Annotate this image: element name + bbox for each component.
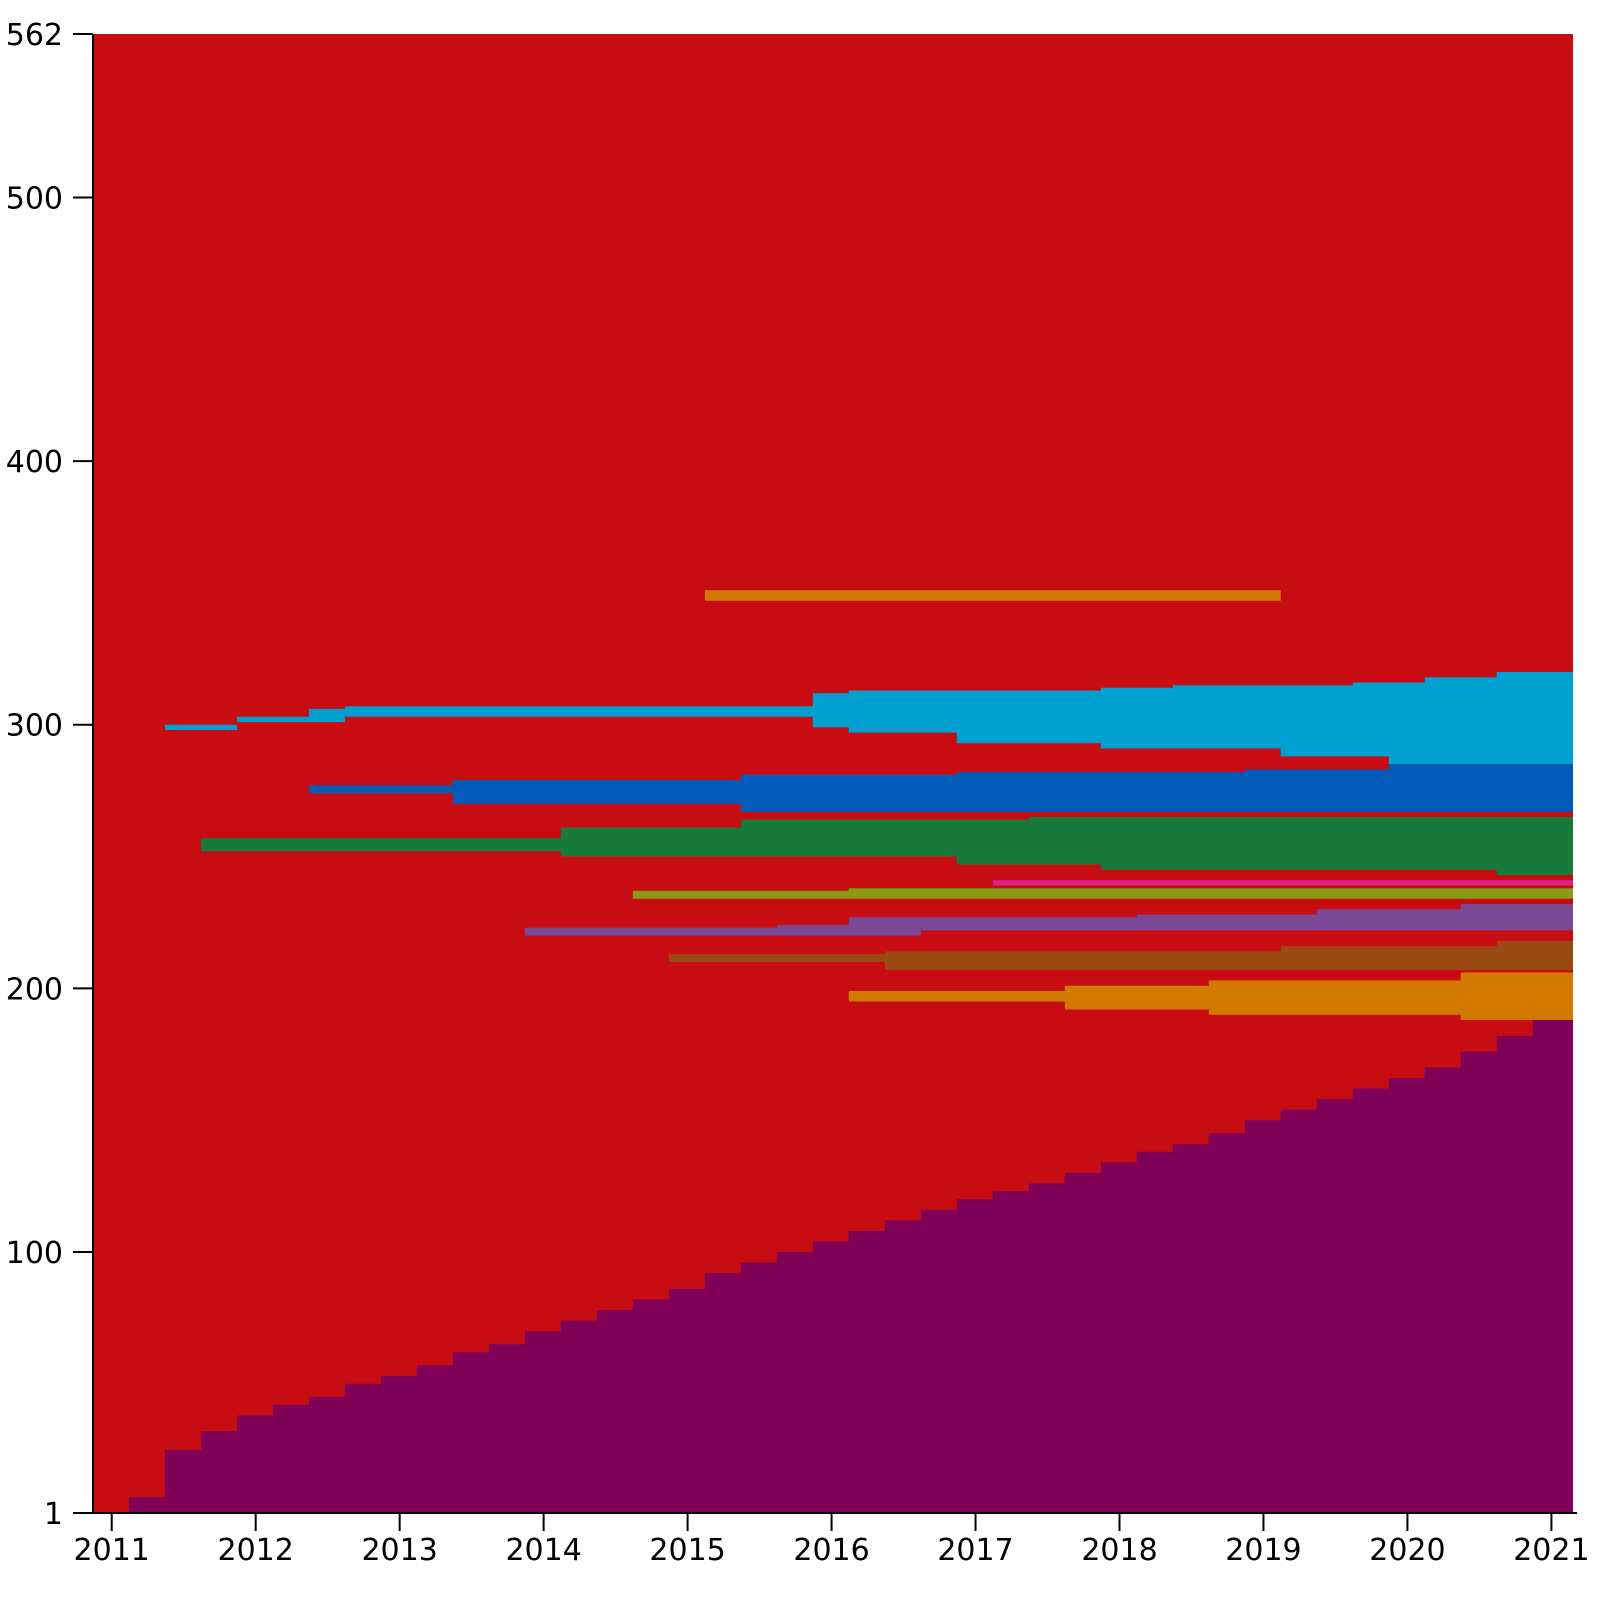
y-tick-label-5: 500 bbox=[6, 181, 63, 216]
series-area-5 bbox=[632, 888, 1573, 899]
series-area-4 bbox=[992, 880, 1573, 886]
y-tick-label-3: 300 bbox=[6, 709, 63, 744]
series-area-3 bbox=[201, 817, 1573, 875]
x-tick-label-0: 2011 bbox=[74, 1533, 150, 1568]
series-area-2 bbox=[309, 764, 1573, 812]
y-tick-label-1: 100 bbox=[6, 1236, 63, 1271]
y-tick-label-2: 200 bbox=[6, 972, 63, 1007]
plot-area bbox=[93, 34, 1573, 1513]
series-area-9 bbox=[704, 590, 1281, 601]
x-tick-label-1: 2012 bbox=[218, 1533, 294, 1568]
x-tick-label-5: 2016 bbox=[793, 1533, 869, 1568]
y-tick-label-4: 400 bbox=[6, 445, 63, 480]
x-tick-label-7: 2018 bbox=[1081, 1533, 1157, 1568]
x-tick-label-9: 2020 bbox=[1369, 1533, 1445, 1568]
series-area-1 bbox=[165, 672, 1573, 765]
x-tick-label-2: 2013 bbox=[361, 1533, 437, 1568]
y-tick-label-6: 562 bbox=[6, 18, 63, 53]
x-tick-label-8: 2019 bbox=[1225, 1533, 1301, 1568]
series-area-0 bbox=[93, 1020, 1573, 1513]
x-tick-label-3: 2014 bbox=[505, 1533, 581, 1568]
axes: 1 100 200 300 400 500 562 2011 2012 2013 2014 2015 2… bbox=[6, 18, 1590, 1568]
series-area-8 bbox=[848, 972, 1573, 1020]
x-tick-label-4: 2015 bbox=[649, 1533, 725, 1568]
series-area-7 bbox=[668, 940, 1573, 970]
series-area-6 bbox=[524, 904, 1573, 936]
x-tick-label-6: 2017 bbox=[937, 1533, 1013, 1568]
y-tick-label-0: 1 bbox=[44, 1497, 63, 1532]
x-tick-label-10: 2021 bbox=[1513, 1533, 1589, 1568]
